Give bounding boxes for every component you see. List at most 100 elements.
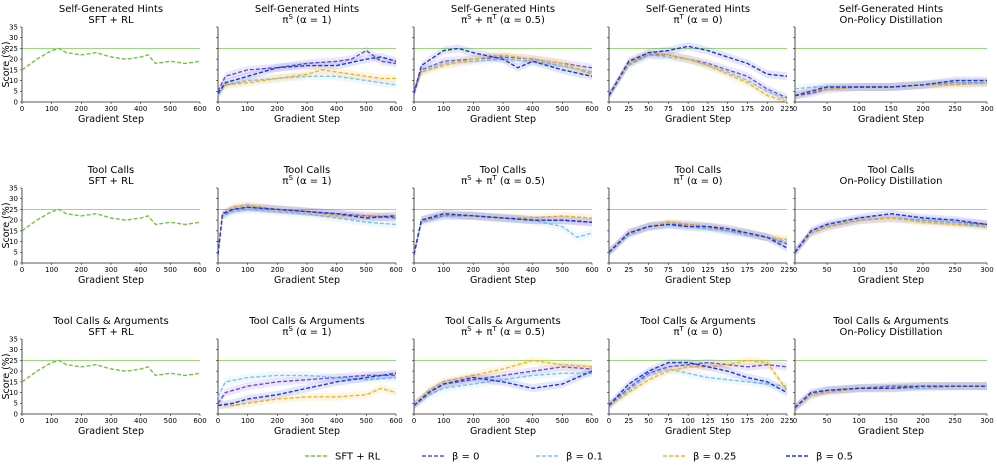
series-band-0-5 — [414, 367, 592, 410]
legend-item-0: β = 0 — [422, 452, 479, 463]
panel-title: Self-Generated Hints — [451, 4, 555, 15]
x-tick-label: 400 — [134, 266, 147, 274]
x-tick-label: 200 — [271, 266, 284, 274]
series-band-0-5 — [414, 44, 592, 98]
series-line-0 — [217, 374, 396, 404]
series-band-0-25 — [609, 218, 787, 257]
x-tick-label: 500 — [556, 417, 569, 425]
series-line-sft-rl — [21, 359, 201, 383]
x-tick-label: 300 — [496, 417, 509, 425]
x-tick-label: 0 — [607, 417, 611, 425]
x-axis-label: Gradient Step — [78, 426, 144, 437]
x-tick-label: 300 — [496, 266, 509, 274]
x-tick-label: 200 — [467, 105, 480, 113]
x-tick-label: 100 — [681, 266, 694, 274]
x-tick-label: 100 — [852, 105, 865, 113]
legend-item-0-25: β = 0.25 — [663, 452, 736, 463]
y-tick-label: 25 — [9, 357, 18, 365]
y-tick-label: 30 — [9, 346, 18, 354]
x-tick-label: 125 — [701, 417, 714, 425]
x-tick-label: 75 — [664, 417, 673, 425]
x-tick-label: 25 — [624, 266, 633, 274]
x-tick-label: 200 — [467, 417, 480, 425]
x-tick-label: 200 — [761, 417, 774, 425]
panel-subtitle: SFT + RL — [88, 327, 134, 338]
panel-title: Self-Generated Hints — [59, 4, 163, 15]
x-axis-label: Gradient Step — [858, 114, 924, 125]
x-tick-label: 225 — [780, 417, 793, 425]
x-tick-label: 50 — [644, 266, 653, 274]
y-tick-label: 25 — [9, 206, 18, 214]
series-line-0-5 — [217, 56, 397, 94]
x-tick-label: 0 — [412, 266, 416, 274]
x-tick-label: 0 — [216, 266, 220, 274]
y-tick-label: 35 — [9, 184, 18, 192]
panel-subtitle: πS (α = 1) — [282, 13, 331, 26]
series-band-0-1 — [609, 220, 787, 257]
series-band-0-5 — [218, 53, 396, 98]
series-line-0-5 — [413, 47, 593, 94]
x-axis-label: Gradient Step — [470, 426, 536, 437]
x-tick-label: 500 — [164, 105, 177, 113]
legend-label: β = 0.5 — [816, 452, 853, 463]
x-tick-label: 125 — [701, 105, 714, 113]
x-tick-label: 400 — [330, 417, 343, 425]
panel-subtitle: πS + πT (α = 0.5) — [461, 13, 545, 26]
x-tick-label: 150 — [884, 417, 897, 425]
series-line-0 — [217, 49, 397, 92]
series-line-0-1 — [413, 372, 592, 406]
panel-title: Self-Generated Hints — [646, 4, 750, 15]
x-tick-label: 500 — [556, 105, 569, 113]
panel-subtitle: SFT + RL — [88, 176, 134, 187]
series-band-0-1 — [609, 50, 787, 102]
x-tick-label: 600 — [193, 105, 206, 113]
y-tick-label: 10 — [9, 238, 18, 246]
x-tick-label: 100 — [437, 105, 450, 113]
x-tick-label: 300 — [104, 266, 117, 274]
y-axis-label: Score (%) — [1, 353, 12, 399]
y-tick-label: 35 — [9, 335, 18, 343]
y-tick-label: 35 — [9, 23, 18, 31]
y-tick-label: 20 — [9, 217, 18, 225]
x-tick-label: 500 — [360, 105, 373, 113]
series-band-0-5 — [795, 209, 987, 257]
x-tick-label: 250 — [948, 266, 961, 274]
panel-subtitle: πS + πT (α = 0.5) — [461, 174, 545, 187]
x-tick-label: 300 — [980, 105, 993, 113]
series-line-0-5 — [413, 213, 593, 255]
series-line-0-5 — [217, 206, 397, 255]
x-tick-label: 200 — [75, 417, 88, 425]
series-band-0-1 — [218, 371, 396, 401]
x-tick-label: 0 — [20, 105, 24, 113]
x-tick-label: 300 — [300, 266, 313, 274]
series-line-0-1 — [608, 223, 788, 253]
series-line-0-1 — [217, 75, 397, 96]
x-axis-label: Gradient Step — [470, 275, 536, 286]
series-band-0 — [795, 214, 987, 257]
x-tick-label: 0 — [793, 266, 797, 274]
x-tick-label: 75 — [664, 266, 673, 274]
panel-title: Tool Calls — [674, 165, 721, 176]
x-tick-label: 225 — [780, 105, 793, 113]
x-tick-label: 300 — [300, 105, 313, 113]
x-tick-label: 600 — [585, 417, 598, 425]
y-tick-label: 0 — [14, 259, 18, 267]
x-axis-label: Gradient Step — [665, 426, 731, 437]
panel-subtitle: πS (α = 1) — [282, 174, 331, 187]
x-tick-label: 0 — [793, 417, 797, 425]
x-axis-label: Gradient Step — [665, 114, 731, 125]
x-tick-label: 200 — [916, 105, 929, 113]
x-tick-label: 200 — [916, 417, 929, 425]
x-tick-label: 400 — [526, 105, 539, 113]
series-line-0-5 — [608, 45, 788, 96]
y-tick-label: 0 — [14, 98, 18, 106]
